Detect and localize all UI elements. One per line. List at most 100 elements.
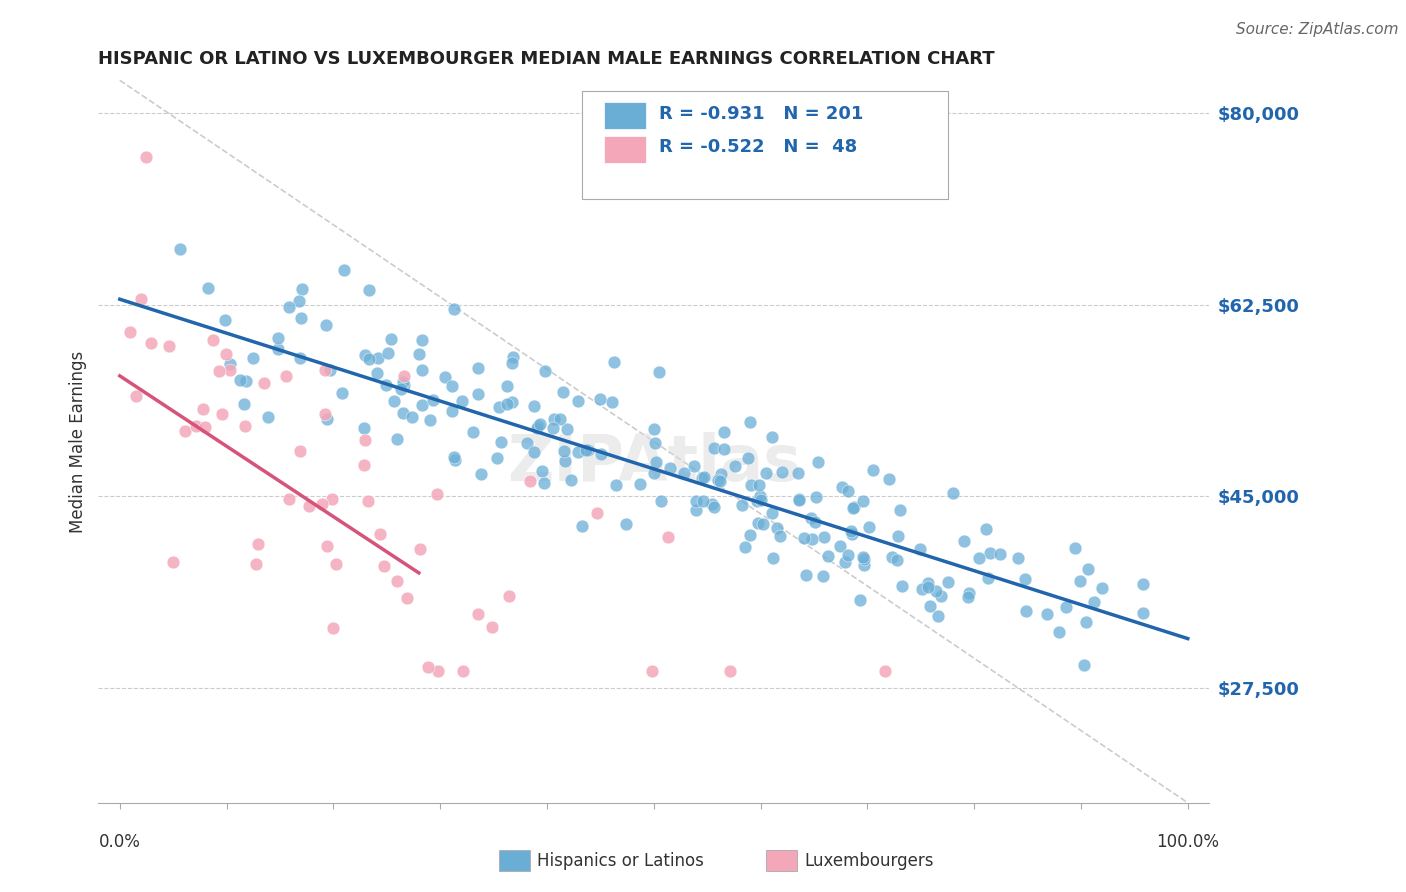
Point (1077, 562, 1099, 576)
Point (135, 150, 157, 164)
Point (740, 478, 762, 492)
Point (718, 665, 741, 679)
Point (129, 292, 152, 306)
Point (392, 368, 415, 383)
Point (443, 450, 465, 464)
Point (194, 420, 217, 434)
Point (467, 387, 489, 401)
Point (927, 609, 949, 624)
FancyBboxPatch shape (582, 91, 948, 200)
Point (1047, 625, 1070, 640)
Point (1014, 572, 1036, 586)
Point (911, 582, 934, 597)
Text: ZIPAtlas: ZIPAtlas (506, 433, 801, 494)
Point (314, 407, 336, 421)
Point (713, 425, 735, 439)
Point (389, 382, 412, 396)
Point (908, 541, 931, 556)
Point (1073, 658, 1095, 673)
Point (575, 443, 598, 458)
Point (957, 590, 980, 604)
Point (354, 433, 377, 447)
Point (208, 364, 231, 378)
Point (359, 352, 381, 367)
Point (1007, 550, 1029, 565)
Point (555, 422, 578, 436)
Point (229, 373, 252, 387)
Point (813, 568, 835, 582)
Point (481, 620, 503, 634)
Point (470, 467, 492, 481)
Text: Source: ZipAtlas.com: Source: ZipAtlas.com (1236, 22, 1399, 37)
Point (683, 459, 706, 474)
Point (748, 489, 770, 503)
Point (640, 665, 662, 679)
Point (533, 476, 555, 491)
Point (463, 425, 485, 439)
Point (770, 465, 793, 479)
Point (157, 339, 180, 353)
Point (356, 494, 378, 508)
Text: HISPANIC OR LATINO VS LUXEMBOURGER MEDIAN MALE EARNINGS CORRELATION CHART: HISPANIC OR LATINO VS LUXEMBOURGER MEDIA… (98, 50, 995, 68)
Point (353, 458, 375, 473)
Point (551, 384, 574, 399)
Point (321, 492, 343, 507)
Point (942, 486, 965, 500)
Point (548, 412, 571, 426)
Point (486, 450, 509, 465)
Point (1064, 541, 1087, 556)
Point (603, 355, 626, 369)
Point (197, 280, 219, 294)
Point (703, 500, 725, 514)
Point (298, 500, 321, 514)
Point (274, 369, 297, 384)
Point (496, 379, 519, 393)
Point (693, 470, 716, 484)
Point (419, 413, 441, 427)
Point (501, 356, 523, 370)
Point (288, 351, 311, 365)
Point (1054, 599, 1077, 614)
Point (534, 364, 557, 378)
Point (184, 418, 207, 433)
Point (738, 416, 761, 430)
Point (139, 336, 162, 351)
Point (191, 402, 214, 417)
Point (214, 312, 236, 326)
Point (787, 493, 810, 508)
Point (643, 466, 665, 480)
Point (401, 409, 423, 424)
Point (1083, 595, 1105, 609)
Text: R = -0.522   N =  48: R = -0.522 N = 48 (659, 138, 858, 156)
Point (917, 580, 939, 594)
Point (614, 516, 637, 531)
Point (752, 516, 775, 531)
Point (731, 498, 754, 512)
Point (605, 478, 627, 492)
Point (387, 574, 409, 589)
Point (852, 558, 875, 572)
Point (952, 533, 974, 548)
Point (974, 522, 997, 536)
Point (318, 362, 340, 376)
Point (387, 432, 409, 446)
Point (253, 376, 276, 390)
Point (353, 421, 375, 435)
Point (366, 366, 388, 380)
Point (392, 378, 415, 392)
Point (643, 422, 665, 436)
Point (125, 389, 148, 403)
Point (315, 412, 337, 426)
Point (644, 436, 666, 450)
Point (571, 519, 593, 533)
Point (245, 557, 267, 571)
Point (211, 407, 233, 421)
Point (290, 310, 312, 325)
Point (444, 452, 467, 467)
Point (585, 506, 607, 520)
Point (467, 361, 489, 376)
FancyBboxPatch shape (603, 136, 645, 163)
Point (567, 445, 589, 459)
Point (242, 351, 264, 366)
Point (409, 541, 432, 556)
